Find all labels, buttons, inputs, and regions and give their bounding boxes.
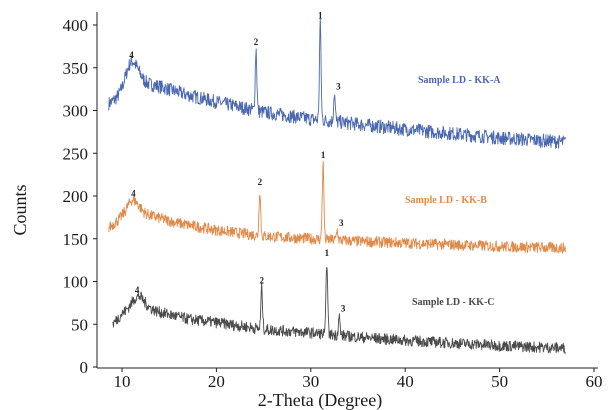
peak-label: 4: [131, 188, 136, 198]
x-tick-label: 50: [491, 372, 508, 391]
peak-label: 1: [321, 150, 326, 160]
x-tick-label: 60: [586, 372, 603, 391]
x-tick-label: 10: [114, 372, 131, 391]
peak-label: 1: [318, 10, 323, 20]
x-tick-label: 20: [208, 372, 225, 391]
x-axis-title: 2-Theta (Degree): [258, 390, 382, 410]
x-tick-label: 30: [302, 372, 319, 391]
y-tick-label: 400: [63, 16, 89, 35]
y-tick-label: 0: [80, 358, 89, 377]
series-name-label: Sample LD - KK-A: [418, 75, 501, 86]
x-tick-label: 40: [397, 372, 414, 391]
y-tick-label: 200: [63, 187, 89, 206]
axes-layer: [96, 12, 598, 369]
y-tick-label: 350: [63, 59, 89, 78]
peak-label: 4: [135, 285, 140, 295]
y-tick-label: 300: [63, 102, 89, 121]
peak-label: 2: [258, 177, 263, 187]
peak-label: 3: [341, 304, 346, 314]
peak-label: 4: [129, 50, 134, 60]
series-name-label: Sample LD - KK-C: [412, 297, 495, 308]
peak-label: 2: [254, 37, 259, 47]
ticks-layer: 0 50 100 150 200 250 300 350 400 10 20 30 40 50 60: [63, 16, 603, 391]
labels-layer: 4 2 1 3 Sample LD - KK-A 4 2 1 3 Sample LD - KK-B…: [129, 10, 501, 313]
series-name-label: Sample LD - KK-B: [405, 195, 487, 206]
y-tick-label: 50: [71, 315, 88, 334]
y-axis-title: Counts: [10, 184, 30, 235]
peak-label: 3: [339, 218, 344, 228]
series-line: [108, 160, 566, 254]
peak-label: 2: [259, 275, 264, 285]
peak-label: 3: [336, 81, 341, 91]
series-layer: [108, 16, 566, 355]
series-line: [108, 16, 566, 149]
y-tick-label: 150: [63, 230, 89, 249]
series-line: [112, 266, 566, 355]
y-tick-label: 100: [63, 273, 89, 292]
peak-label: 1: [325, 248, 330, 258]
y-tick-label: 250: [63, 144, 89, 163]
